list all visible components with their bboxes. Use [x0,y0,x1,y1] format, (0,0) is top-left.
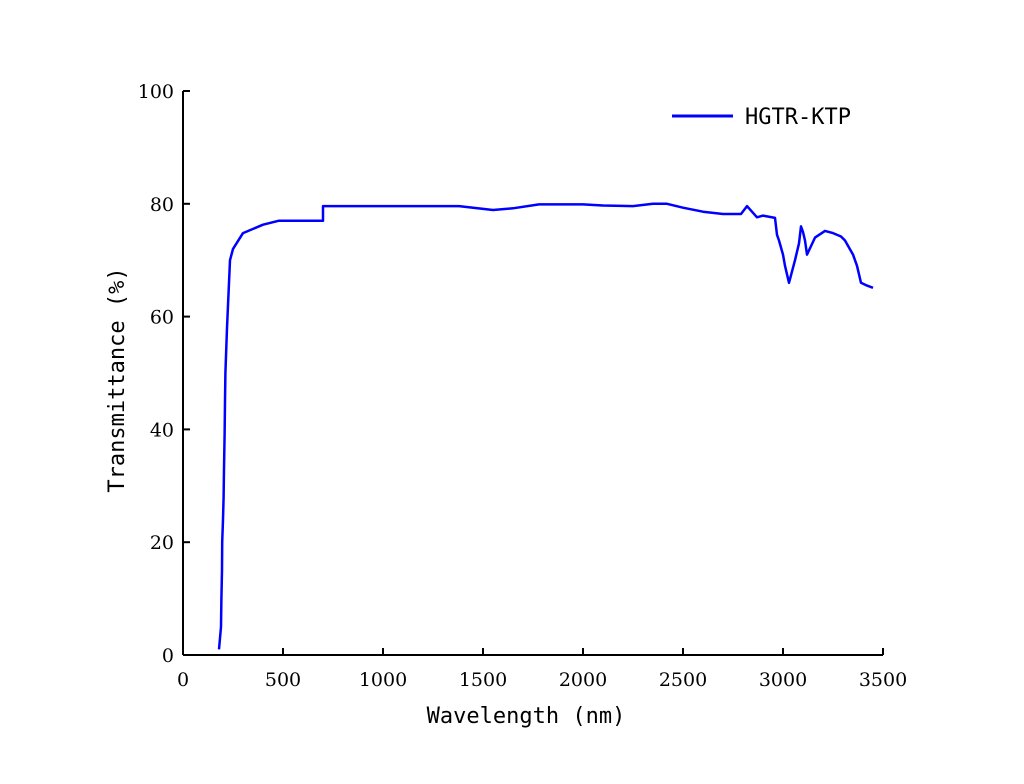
y-tick-label: 40 [150,419,174,441]
y-tick-label: 0 [162,645,174,667]
x-tick-label: 1000 [359,669,407,691]
x-tick-label: 3500 [859,669,907,691]
x-tick-label: 2000 [559,669,607,691]
legend: HGTR-KTP [672,105,851,130]
x-tick-label: 2500 [659,669,707,691]
y-tick-label: 60 [150,307,174,329]
x-ticks: 0 500 1000 1500 2000 2500 3000 3500 [177,648,907,691]
legend-label-hgtr-ktp: HGTR-KTP [745,105,851,130]
x-tick-label: 3000 [759,669,807,691]
y-tick-label: 100 [138,81,174,103]
axes [182,91,883,656]
series-line-hgtr-ktp [217,202,874,650]
y-tick-label: 20 [150,532,174,554]
y-tick-label: 80 [150,194,174,216]
x-tick-label: 1500 [459,669,507,691]
x-axis-title: Wavelength (nm) [427,704,626,729]
x-tick-label: 0 [177,669,189,691]
x-tick-label: 500 [265,669,301,691]
y-ticks: 0 20 40 60 80 100 [138,81,190,667]
y-axis-title: Transmittance (%) [105,267,130,492]
series-layer [217,202,874,650]
